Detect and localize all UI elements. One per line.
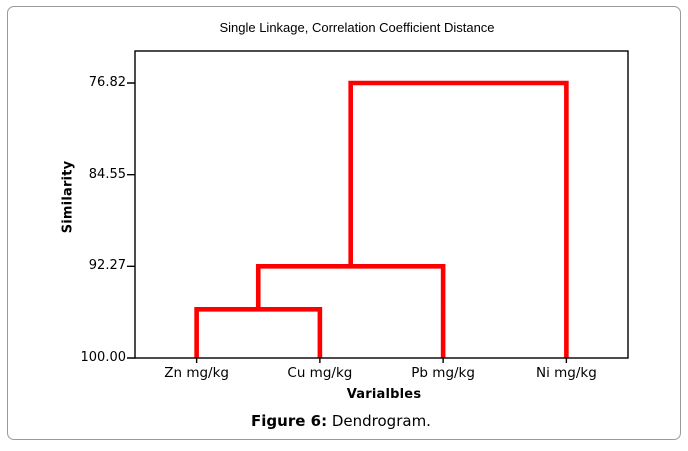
x-axis-leaf-label: Cu mg/kg (287, 365, 353, 381)
figure-caption-text: Dendrogram. (327, 412, 431, 430)
dendrogram-links (194, 80, 569, 358)
plot-border (134, 50, 629, 359)
x-axis-leaf-label: Zn mg/kg (164, 365, 230, 381)
y-axis-tick-label: 100.00 (80, 350, 127, 365)
y-axis-tick-label: 84.55 (88, 166, 126, 182)
figure-caption: Figure 6: Dendrogram. (251, 412, 431, 430)
figure-caption-label: Figure 6: (251, 412, 328, 430)
axis-tick-marks (127, 82, 568, 363)
y-axis-tick-label: 76.82 (88, 75, 126, 90)
x-axis-title: Varialbles (346, 387, 422, 402)
y-axis-tick-label: 92.27 (88, 258, 126, 274)
x-axis-leaf-label: Ni mg/kg (535, 365, 597, 381)
x-axis-leaf-label: Pb mg/kg (411, 365, 475, 381)
chart-title: Single Linkage, Correlation Coefficient … (219, 20, 495, 35)
